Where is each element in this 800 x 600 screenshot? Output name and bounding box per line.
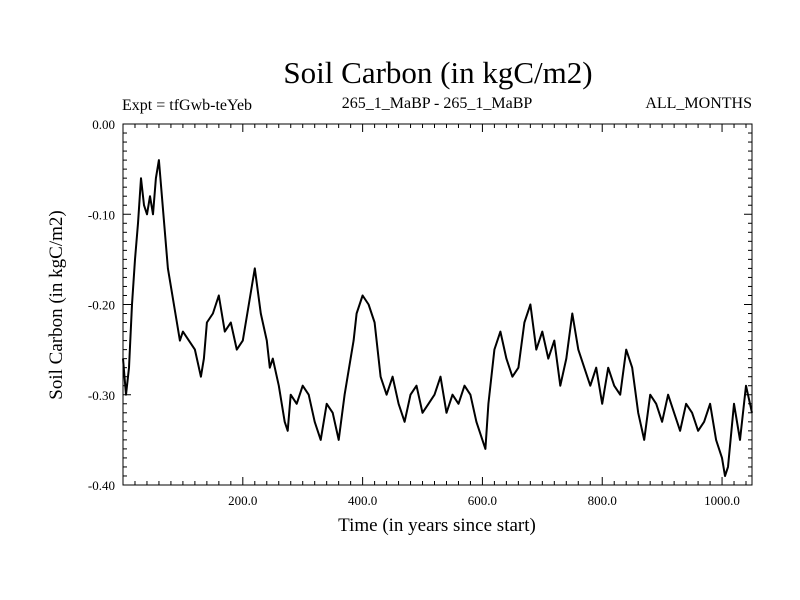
axis-ticks <box>123 124 752 485</box>
plot-frame <box>122 123 753 486</box>
series-line <box>122 159 753 477</box>
period-label: 265_1_MaBP - 265_1_MaBP <box>342 95 533 112</box>
chart-title: Soil Carbon (in kgC/m2) <box>283 55 592 90</box>
months-label: ALL_MONTHS <box>645 95 752 112</box>
expt-label: Expt = tfGwb-teYeb <box>122 97 252 114</box>
y-tick-label: -0.10 <box>88 207 115 222</box>
y-tick-label: 0.00 <box>92 117 115 132</box>
x-tick-label: 600.0 <box>468 493 497 508</box>
y-axis-label: Soil Carbon (in kgC/m2) <box>46 210 67 399</box>
y-tick-label: -0.30 <box>88 388 115 403</box>
x-tick-label: 1000.0 <box>704 493 740 508</box>
x-tick-label: 800.0 <box>588 493 617 508</box>
x-tick-label: 400.0 <box>348 493 377 508</box>
y-tick-label: -0.20 <box>88 298 115 313</box>
x-tick-label: 200.0 <box>228 493 257 508</box>
x-axis-label: Time (in years since start) <box>338 515 536 536</box>
y-tick-label: -0.40 <box>88 478 115 493</box>
axis-tick-labels: 200.0 400.0 600.0 800.0 1000.0 0.00 -0.10 -0.20… <box>88 117 740 508</box>
